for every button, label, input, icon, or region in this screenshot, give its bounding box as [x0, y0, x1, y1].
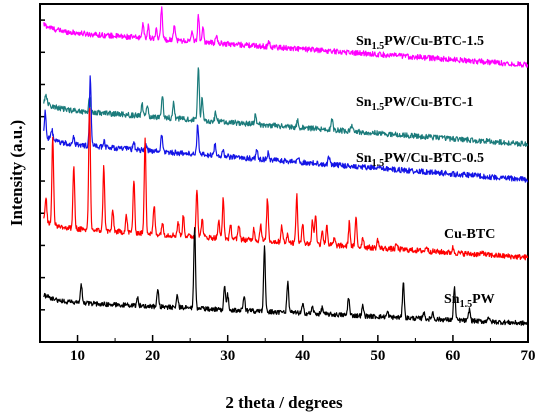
series-label: Cu-BTC [444, 227, 495, 242]
x-tick-label: 40 [295, 348, 310, 364]
y-axis-ticks [40, 19, 45, 311]
series-line [43, 227, 529, 326]
plot-frame [39, 3, 529, 343]
series-label: Sn1.5PW/Cu-BTC-1 [356, 95, 474, 113]
x-tick-label: 10 [70, 348, 85, 364]
series-line [43, 67, 529, 148]
series-line [43, 75, 529, 183]
x-tick-label: 70 [521, 348, 536, 364]
series-label: Sn1.5PW [444, 292, 495, 310]
x-tick-label: 30 [220, 348, 235, 364]
series-lines [43, 6, 529, 326]
x-tick-label: 60 [445, 348, 460, 364]
series-label: Sn1.5PW/Cu-BTC-1.5 [356, 34, 484, 52]
series-line [43, 107, 529, 261]
legend-labels: Sn1.5PW/Cu-BTC-1.5 Sn1.5PW/Cu-BTC-1 Sn1.5P… [356, 34, 495, 310]
series-line [43, 6, 529, 68]
y-axis-title: Intensity (a.u.) [7, 120, 26, 226]
x-axis-title: 2 theta / degrees [225, 393, 343, 412]
x-axis-ticks: 10 20 30 40 50 60 70 [39, 335, 536, 364]
x-tick-label: 20 [145, 348, 160, 364]
x-tick-label: 50 [370, 348, 385, 364]
series-label: Sn1.5PW/Cu-BTC-0.5 [356, 151, 484, 169]
